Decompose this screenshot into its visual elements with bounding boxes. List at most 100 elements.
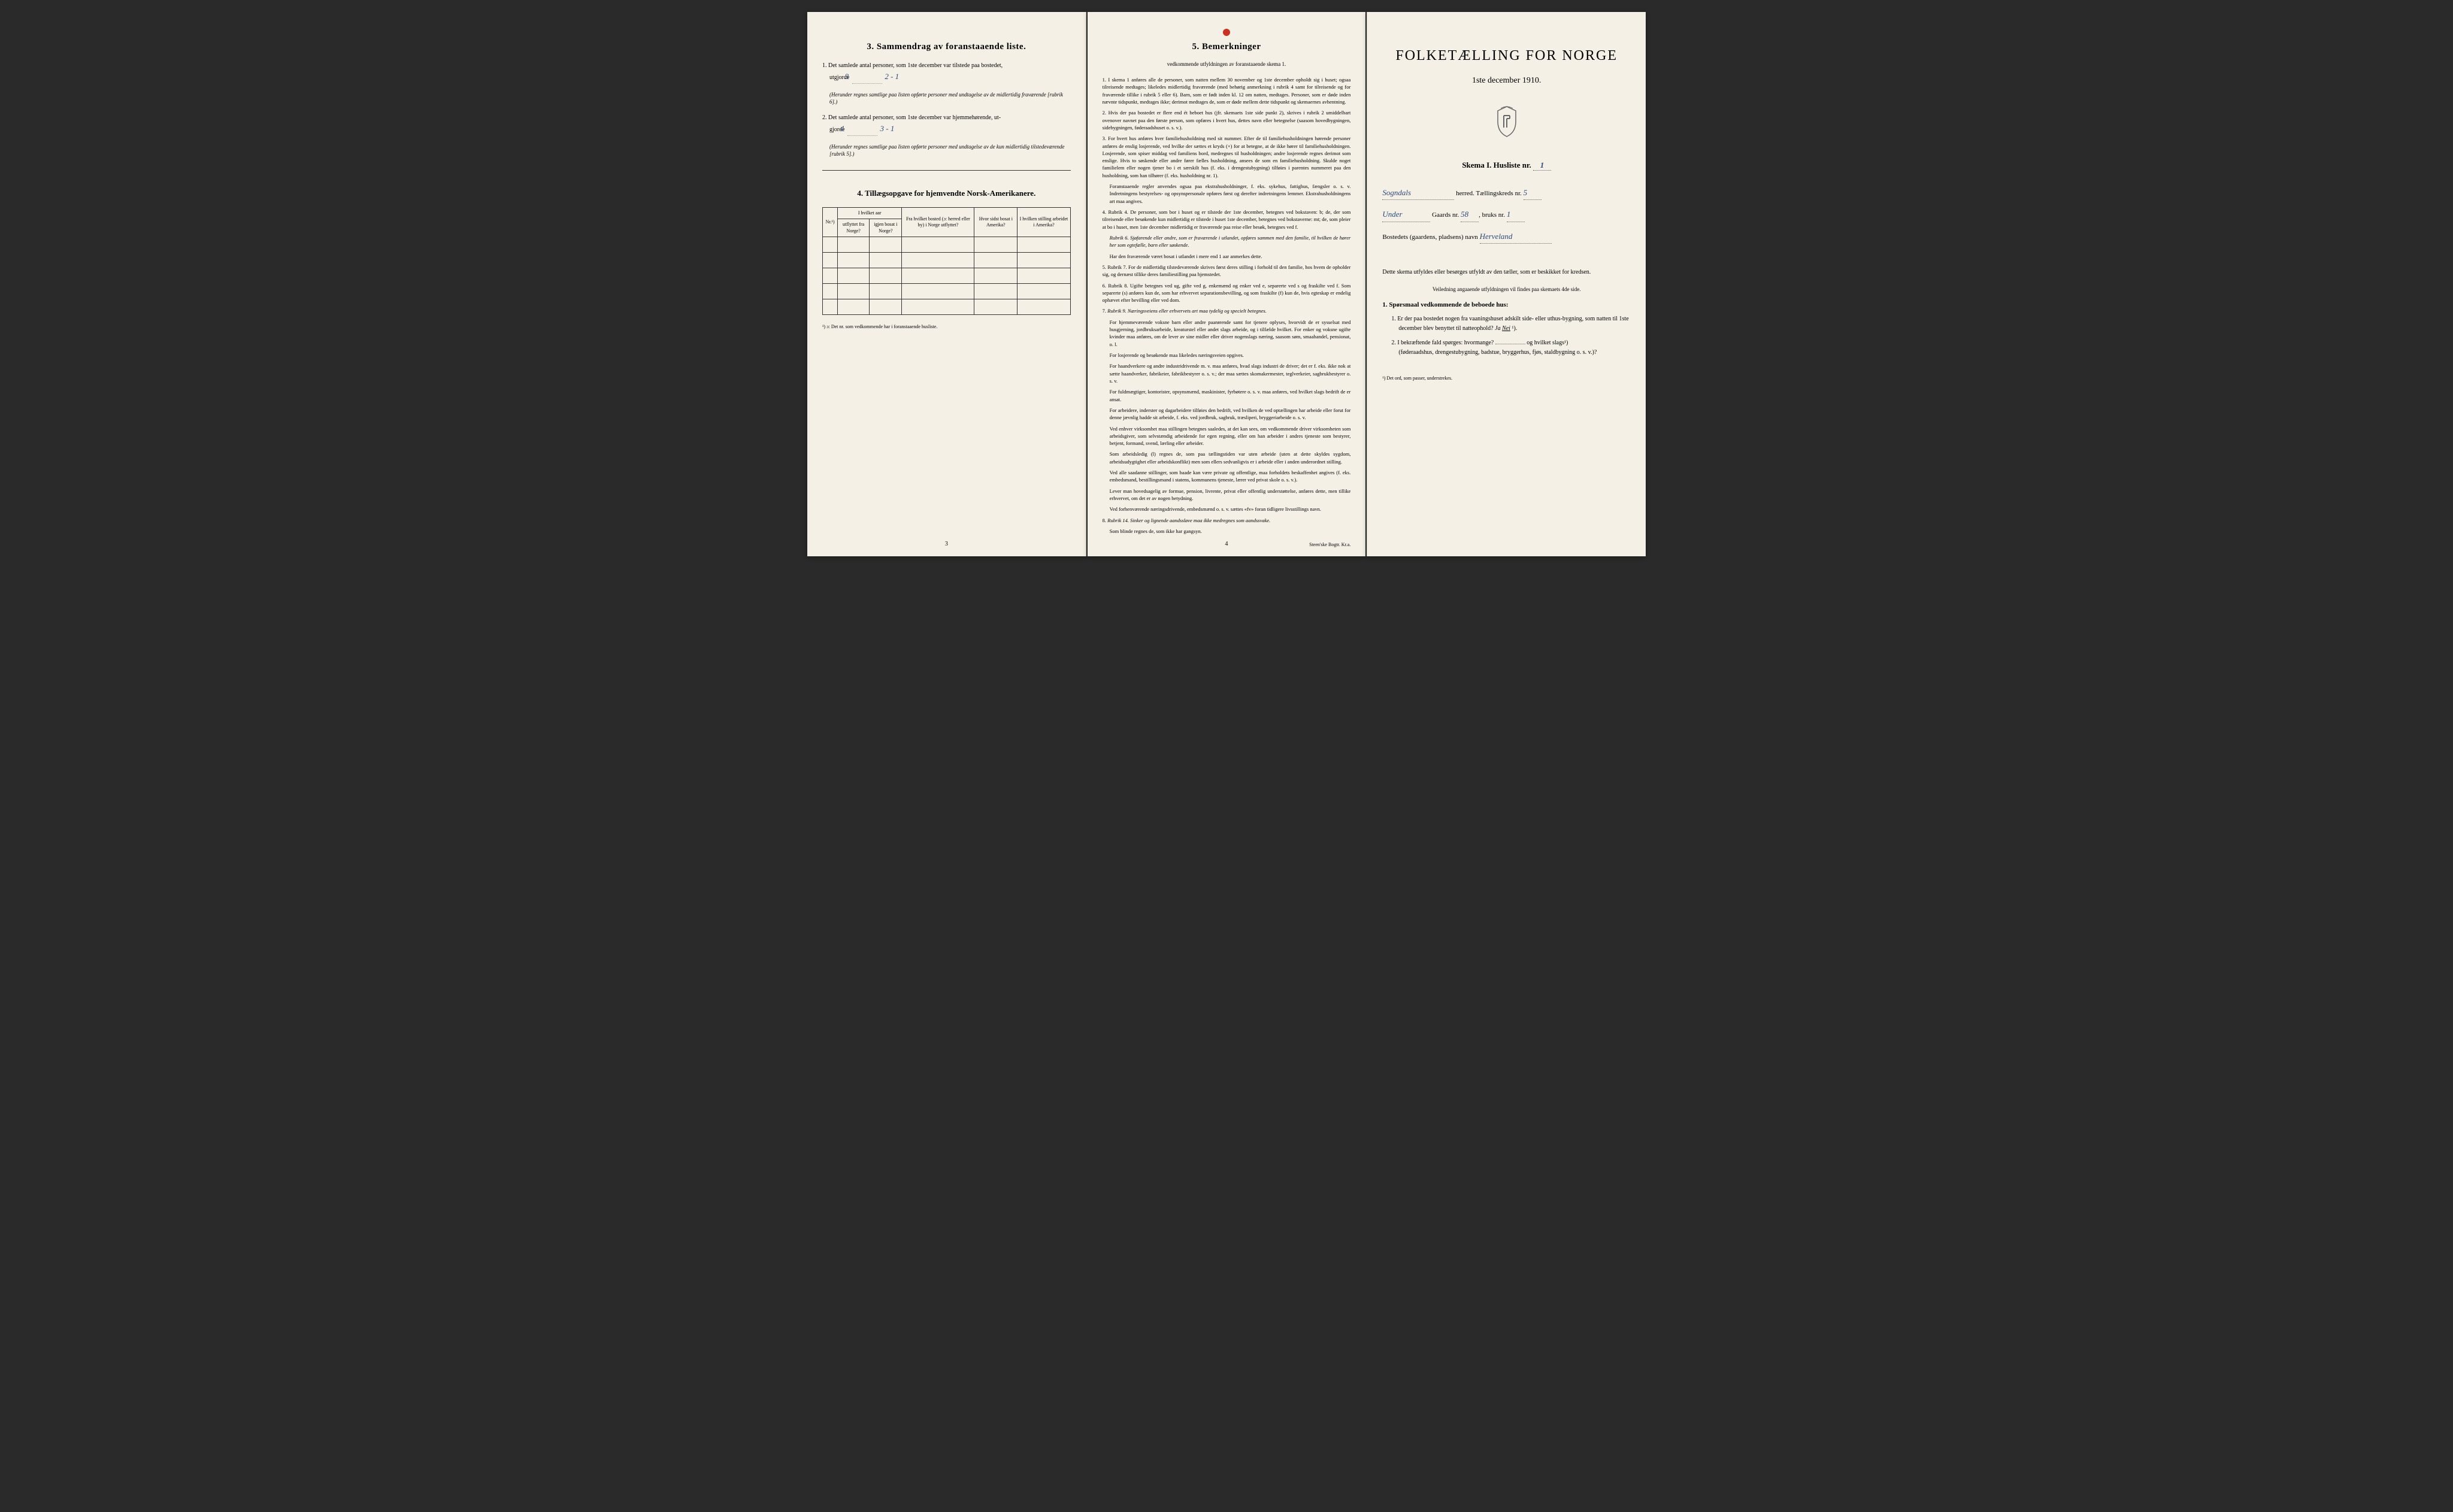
remark-item: Har den fraværende været bosat i utlande…: [1103, 253, 1351, 260]
remark-item: Ved forhenværende næringsdrivende, embed…: [1103, 505, 1351, 513]
table-cell: [902, 268, 974, 284]
th-returned: igjen bosat i Norge?: [870, 219, 902, 237]
table-cell: [823, 268, 838, 284]
under-label: Under: [1382, 207, 1430, 222]
answer-ja: Ja: [1495, 325, 1500, 332]
table-cell: [974, 284, 1017, 299]
divider: [822, 170, 1071, 171]
question-2: 2. I bekræftende fald spørges: hvormange…: [1391, 338, 1631, 357]
census-date: 1ste december 1910.: [1382, 76, 1631, 86]
table-cell: [1017, 237, 1070, 253]
table-cell: [838, 284, 870, 299]
table-cell: [974, 268, 1017, 284]
table-cell: [823, 284, 838, 299]
remark-item: Ved alle saadanne stillinger, som baade …: [1103, 469, 1351, 484]
emigrant-table: Nr.¹) I hvilket aar Fra hvilket bosted (…: [822, 207, 1071, 315]
remark-item: 4. Rubrik 4. De personer, som bor i huse…: [1103, 208, 1351, 231]
table-cell: [974, 253, 1017, 268]
remark-item: For haandverkere og andre industridriven…: [1103, 362, 1351, 384]
remark-item: 2. Hvis der paa bostedet er flere end ét…: [1103, 109, 1351, 131]
remark-item: 7. Rubrik 9. Næringsveiens eller erhverv…: [1103, 307, 1351, 314]
form-line-bosted: Bostedets (gaardens, pladsens) navn Herv…: [1382, 229, 1631, 244]
bosted-name: Herveland: [1480, 229, 1552, 244]
remark-item: 8. Rubrik 14. Sinker og lignende aandssl…: [1103, 517, 1351, 524]
gaards-nr: 58: [1461, 207, 1479, 222]
page-number-4: 4: [1225, 541, 1228, 547]
form-line-gaard: Under Gaards nr. 58, bruks nr. 1: [1382, 207, 1631, 222]
remark-item: 3. For hvert hus anføres hver familiehus…: [1103, 135, 1351, 179]
answer-nei: Nei: [1502, 325, 1510, 332]
census-document: 3. Sammendrag av foranstaaende liste. 1.…: [807, 12, 1646, 556]
question-1: 1. Er der paa bostedet nogen fra vaaning…: [1391, 314, 1631, 334]
remark-item: Som arbeidsledig (l) regnes de, som paa …: [1103, 450, 1351, 465]
table-cell: [902, 237, 974, 253]
table-cell: [1017, 299, 1070, 315]
item1-printed-value: 3: [852, 71, 882, 84]
item-1-note: (Herunder regnes samtlige paa listen opf…: [829, 91, 1071, 106]
remark-item: For hjemmeværende voksne barn eller andr…: [1103, 319, 1351, 348]
remark-item: 1. I skema 1 anføres alle de personer, s…: [1103, 76, 1351, 105]
table-cell: [838, 253, 870, 268]
page-number-3: 3: [945, 541, 948, 547]
section-3-title: 3. Sammendrag av foranstaaende liste.: [822, 42, 1071, 52]
item-2-note: (Herunder regnes samtlige paa listen opf…: [829, 143, 1071, 158]
table-cell: [870, 237, 902, 253]
panel-page-4: 5. Bemerkninger vedkommende utfyldningen…: [1088, 12, 1366, 556]
table-cell: [823, 299, 838, 315]
table-cell: [902, 284, 974, 299]
th-position: I hvilken stilling arbeidet i Amerika?: [1017, 207, 1070, 237]
table-cell: [838, 268, 870, 284]
coat-of-arms-icon: [1382, 104, 1631, 146]
item2-handwritten-value: 3 - 1: [880, 124, 895, 133]
remark-item: 5. Rubrik 7. For de midlertidig tilstede…: [1103, 263, 1351, 278]
printer-credit: Steen'ske Bogtr. Kr.a.: [1309, 542, 1350, 547]
table-cell: [974, 299, 1017, 315]
table-row: [823, 237, 1071, 253]
section-5-title: 5. Bemerkninger: [1103, 42, 1351, 52]
table-row: [823, 268, 1071, 284]
questions-block: 1. Spørsmaal vedkommende de beboede hus:…: [1382, 301, 1631, 357]
table-row: [823, 284, 1071, 299]
remark-item: Ved enhver virksomhet maa stillingen bet…: [1103, 425, 1351, 447]
item1-handwritten-value: 2 - 1: [885, 72, 899, 81]
table-cell: [902, 253, 974, 268]
remark-item: Som blinde regnes de, som ikke har gangs…: [1103, 528, 1351, 535]
table-cell: [870, 299, 902, 315]
table-cell: [870, 268, 902, 284]
item2-printed-value: 4: [847, 123, 877, 136]
table-cell: [902, 299, 974, 315]
remark-item: Rubrik 6. Sjøfarende eller andre, som er…: [1103, 234, 1351, 249]
remark-item: For arbeidere, inderster og dagarbeidere…: [1103, 407, 1351, 422]
th-emigrated: utflyttet fra Norge?: [838, 219, 870, 237]
panel-page-3: 3. Sammendrag av foranstaaende liste. 1.…: [807, 12, 1086, 556]
guidance-note: Veiledning angaaende utfyldningen vil fi…: [1382, 286, 1631, 292]
kreds-nr: 5: [1524, 186, 1542, 200]
remark-item: Foranstaaende regler anvendes ogsaa paa …: [1103, 183, 1351, 205]
table-cell: [1017, 268, 1070, 284]
th-year-group: I hvilket aar: [838, 207, 902, 219]
remark-item: Lever man hovedsagelig av formue, pensio…: [1103, 487, 1351, 502]
table-cell: [838, 299, 870, 315]
questions-heading: 1. Spørsmaal vedkommende de beboede hus:: [1382, 301, 1631, 308]
summary-item-2: 2. Det samlede antal personer, som 1ste …: [822, 113, 1071, 136]
table-cell: [1017, 253, 1070, 268]
table-row: [823, 253, 1071, 268]
th-nr: Nr.¹): [823, 207, 838, 237]
summary-item-1: 1. Det samlede antal personer, som 1ste …: [822, 61, 1071, 84]
herred-name: Sogndals: [1382, 186, 1454, 200]
table-cell: [870, 284, 902, 299]
remark-item: For fuldmægtiger, kontorister, opsynsmæn…: [1103, 388, 1351, 403]
husliste-nr: 1: [1533, 160, 1551, 171]
table-footnote: ¹) ɔ: Det nr. som vedkommende har i fora…: [822, 324, 1071, 329]
red-marker-icon: [1223, 29, 1230, 36]
table-cell: [870, 253, 902, 268]
form-header: Skema I. Husliste nr. 1: [1382, 160, 1631, 171]
remarks-list: 1. I skema 1 anføres alle de personer, s…: [1103, 76, 1351, 535]
table-cell: [974, 237, 1017, 253]
section-4-title: 4. Tillægsopgave for hjemvendte Norsk-Am…: [822, 189, 1071, 198]
table-cell: [823, 237, 838, 253]
section-5-subtitle: vedkommende utfyldningen av foranstaaend…: [1103, 61, 1351, 67]
table-cell: [838, 237, 870, 253]
right-footnote: ¹) Det ord, som passer, understrekes.: [1382, 375, 1631, 381]
form-line-herred: Sogndals herred. Tællingskreds nr. 5: [1382, 186, 1631, 200]
